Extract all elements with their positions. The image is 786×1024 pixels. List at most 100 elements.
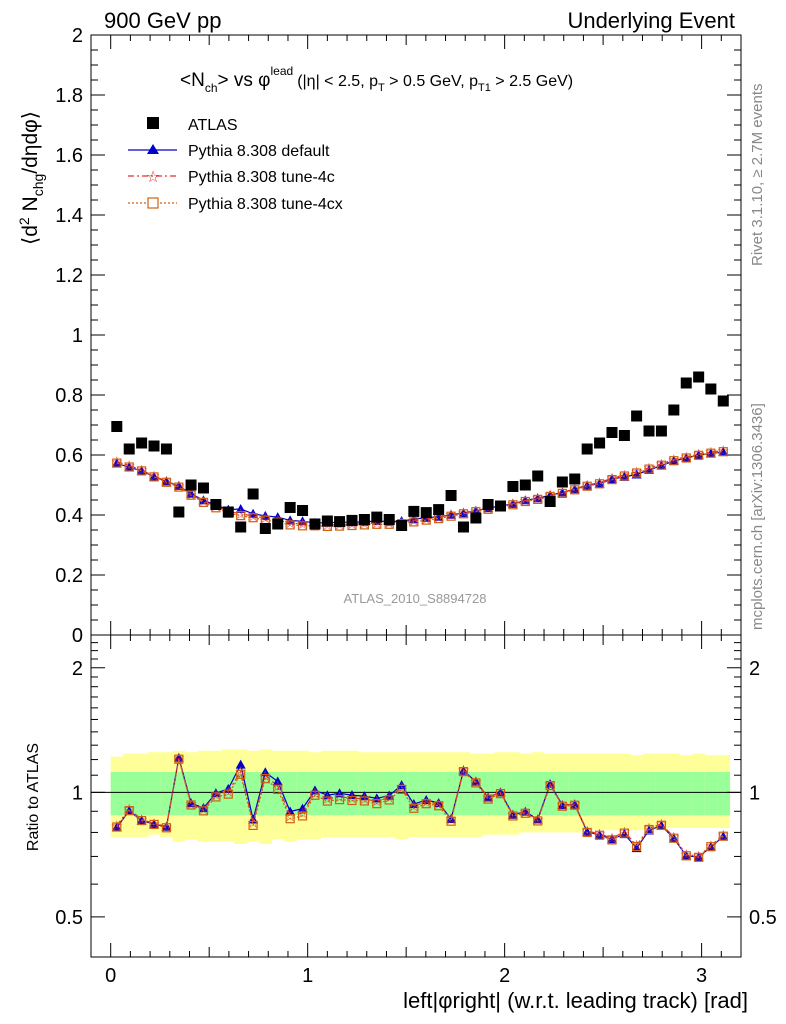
data-point-atlas bbox=[717, 395, 729, 407]
ratio-point-tune4cx bbox=[632, 841, 642, 852]
y-tick-label-main: 0.2 bbox=[55, 565, 83, 587]
series-point-tune4c: ☆ bbox=[556, 485, 569, 501]
legend-label-atlas: ATLAS bbox=[188, 117, 238, 134]
ratio-point-tune4c: ☆ bbox=[507, 806, 520, 822]
ratio-point-tune4cx bbox=[421, 799, 431, 809]
series-point-tune4c: ☆ bbox=[668, 452, 681, 468]
series-point-tune4c: ☆ bbox=[519, 493, 532, 509]
series-point-tune4cx bbox=[570, 485, 580, 495]
title-main-sub: ch bbox=[205, 81, 218, 95]
ratio-point-tune4cx bbox=[533, 816, 543, 826]
data-point-atlas bbox=[482, 499, 494, 510]
ratio-point-tune4cx bbox=[112, 822, 122, 832]
ratio-point-tune4c: ☆ bbox=[259, 767, 272, 783]
series-line-tune4c bbox=[116, 449, 724, 526]
data-point-atlas bbox=[680, 377, 692, 389]
ratio-point-tune4cx bbox=[656, 820, 667, 830]
ratio-point-tune4c: ☆ bbox=[222, 783, 235, 799]
data-point-atlas bbox=[259, 523, 271, 534]
data-point-atlas bbox=[643, 425, 655, 437]
ratio-point-tune4c: ☆ bbox=[581, 823, 594, 839]
ratio-point-default bbox=[149, 819, 160, 829]
data-point-atlas bbox=[173, 506, 185, 518]
y-tick-label-ratio-right: 0.5 bbox=[749, 907, 777, 929]
series-point-tune4c: ☆ bbox=[284, 515, 297, 531]
ratio-point-tune4c: ☆ bbox=[531, 811, 544, 827]
series-point-default bbox=[235, 504, 246, 513]
series-point-tune4c: ☆ bbox=[160, 473, 173, 489]
data-point-atlas bbox=[556, 476, 568, 488]
series-point-tune4cx bbox=[694, 450, 704, 460]
series-point-tune4c: ☆ bbox=[643, 460, 656, 476]
ratio-point-tune4c: ☆ bbox=[494, 784, 507, 800]
ratio-point-tune4cx bbox=[384, 795, 394, 805]
series-point-tune4cx bbox=[632, 468, 642, 478]
ratio-line-tune4cx bbox=[116, 759, 724, 858]
ratio-line-tune4c bbox=[116, 757, 724, 857]
data-point-atlas bbox=[544, 496, 556, 507]
analysis-watermark: ATLAS_2010_S8894728 bbox=[344, 591, 487, 606]
data-point-atlas bbox=[358, 514, 370, 525]
series-point-tune4cx bbox=[285, 520, 295, 530]
series-point-tune4c: ☆ bbox=[692, 446, 705, 462]
ratio-point-tune4c: ☆ bbox=[593, 826, 606, 842]
series-point-tune4cx bbox=[198, 497, 209, 507]
ratio-point-default bbox=[161, 821, 172, 831]
title-cuts-sub2: T1 bbox=[478, 82, 491, 94]
ratio-point-default bbox=[173, 752, 184, 762]
legend-marker-tune4c: ☆ bbox=[146, 169, 160, 186]
data-point-atlas bbox=[594, 437, 606, 449]
data-points bbox=[111, 371, 729, 534]
legend-label-tune4cx: Pythia 8.308 tune-4cx bbox=[188, 196, 343, 213]
series-point-default bbox=[557, 487, 568, 497]
ratio-point-default bbox=[235, 759, 246, 769]
series-point-tune4cx bbox=[681, 453, 691, 463]
series-point-tune4c: ☆ bbox=[618, 467, 631, 483]
ratio-point-tune4cx bbox=[285, 814, 295, 824]
legend-marker-default bbox=[147, 144, 159, 154]
ratio-point-default bbox=[582, 826, 593, 836]
ratio-point-tune4cx bbox=[570, 800, 580, 810]
y-tick-label-ratio-left: 2 bbox=[72, 658, 83, 680]
ratio-point-tune4cx bbox=[669, 833, 679, 843]
series-point-default bbox=[718, 447, 729, 456]
header-left: 900 GeV pp bbox=[104, 8, 221, 33]
ratio-point-tune4cx bbox=[174, 754, 184, 764]
legend-label-tune4c: Pythia 8.308 tune-4c bbox=[188, 169, 335, 186]
series-point-tune4cx bbox=[706, 448, 716, 458]
x-tick-label: 2 bbox=[499, 965, 510, 987]
series-point-tune4c: ☆ bbox=[581, 477, 594, 493]
y-axis-label-ratio: Ratio to ATLAS bbox=[25, 743, 42, 851]
y-tick-label-main: 2 bbox=[72, 25, 83, 47]
ratio-point-tune4cx bbox=[223, 789, 233, 799]
ratio-point-tune4c: ☆ bbox=[692, 848, 705, 864]
ratio-point-tune4cx bbox=[471, 778, 481, 788]
series-point-tune4cx bbox=[607, 475, 617, 485]
ratio-point-tune4c: ☆ bbox=[271, 778, 284, 794]
ratio-band-inner bbox=[444, 771, 458, 816]
y-tick-label-main: 1.8 bbox=[55, 85, 83, 107]
ratio-point-tune4cx bbox=[161, 823, 172, 833]
data-point-atlas bbox=[507, 481, 519, 492]
ratio-point-default bbox=[359, 791, 370, 801]
ratio-band-inner bbox=[593, 771, 607, 816]
series-point-tune4c: ☆ bbox=[197, 493, 210, 509]
y-tick-label-ratio-left: 1 bbox=[72, 782, 83, 804]
legend-marker-tune4cx bbox=[147, 197, 159, 209]
ratio-point-tune4c: ☆ bbox=[544, 776, 557, 792]
ratio-point-tune4cx bbox=[248, 820, 258, 831]
ratio-point-default bbox=[309, 785, 320, 795]
ratio-point-tune4cx bbox=[297, 811, 308, 821]
ratio-point-tune4cx bbox=[520, 808, 530, 818]
ratio-point-tune4c: ☆ bbox=[420, 794, 433, 810]
ratio-point-default bbox=[718, 831, 729, 841]
ratio-band-inner bbox=[667, 771, 681, 816]
ratio-point-tune4cx bbox=[681, 851, 691, 861]
ratio-point-tune4c: ☆ bbox=[395, 779, 408, 795]
series-point-tune4cx bbox=[533, 494, 543, 504]
x-tick-label: 1 bbox=[302, 965, 313, 987]
ratio-point-default bbox=[272, 776, 283, 786]
data-point-atlas bbox=[408, 505, 420, 517]
ratio-point-tune4c: ☆ bbox=[408, 798, 421, 814]
